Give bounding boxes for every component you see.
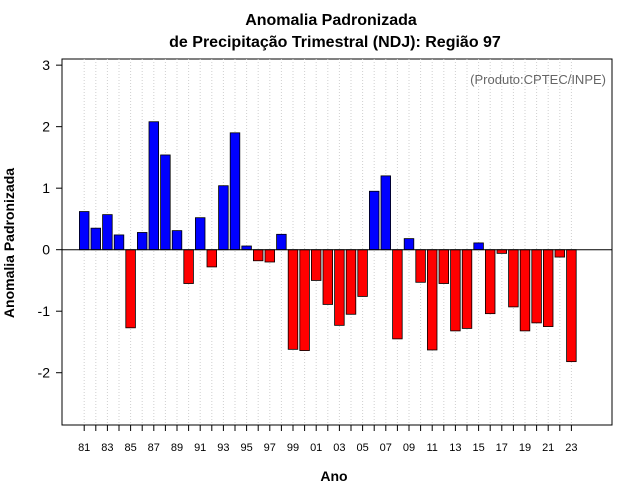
y-tick-label: 1 (42, 180, 50, 196)
chart-title: Anomalia Padronizada (245, 12, 417, 29)
x-tick-label: 83 (101, 442, 113, 454)
y-tick-label: -2 (38, 365, 51, 381)
x-tick-label: 19 (519, 442, 531, 454)
bar-2008 (392, 249, 403, 340)
bars (79, 121, 577, 363)
x-tick-label: 93 (217, 442, 229, 454)
bar-1985 (125, 249, 136, 329)
plot-area (61, 58, 613, 426)
bar-2009 (403, 238, 415, 251)
x-tick-label: 85 (124, 442, 136, 454)
bar-2002 (322, 249, 334, 305)
bar-2020 (531, 249, 542, 324)
bar-2021 (543, 249, 554, 327)
x-axis-title: Ano (320, 468, 347, 484)
x-tick-label: 81 (78, 442, 90, 454)
bar-1996 (252, 249, 264, 262)
bar-1992 (206, 249, 218, 268)
bar-1986 (136, 232, 148, 251)
bar-2018 (508, 249, 519, 308)
chart-subtitle: de Precipitação Trimestral (NDJ): Região… (169, 34, 501, 51)
bar-2005 (357, 249, 368, 297)
bar-1984 (113, 234, 125, 251)
x-tick-label: 21 (542, 442, 554, 454)
bar-2023 (566, 249, 577, 363)
x-tick-label: 89 (171, 442, 183, 454)
x-tick-label: 05 (356, 442, 368, 454)
bar-2016 (484, 249, 496, 315)
bar-2017 (496, 249, 508, 254)
bar-1988 (160, 154, 171, 251)
x-tick-label: 23 (565, 442, 577, 454)
bar-2003 (334, 249, 345, 326)
bar-2013 (450, 249, 461, 332)
x-tick-label: 13 (449, 442, 461, 454)
bar-2019 (519, 249, 531, 332)
bar-1999 (287, 249, 299, 350)
bar-1983 (102, 214, 113, 251)
x-axis: 81 83 85 87 89 91 93 95 97 99 01 03 05 07 09 11 13 15 17 19… (78, 425, 578, 454)
x-tick-label: 07 (380, 442, 392, 454)
bar-1991 (194, 217, 206, 251)
x-tick-label: 11 (426, 442, 437, 454)
bar-2011 (426, 249, 438, 351)
y-tick-label: 2 (42, 119, 50, 135)
bar-2000 (299, 249, 310, 351)
bar-1993 (218, 185, 229, 251)
source-annotation: (Produto:CPTEC/INPE) (470, 72, 606, 87)
bar-2022 (554, 249, 566, 258)
bar-2012 (438, 249, 450, 284)
x-tick-label: 09 (403, 442, 415, 454)
bar-1982 (90, 227, 102, 251)
y-tick-label: 3 (42, 57, 50, 73)
bar-1981 (79, 211, 90, 251)
bar-1989 (171, 230, 183, 251)
x-tick-label: 91 (194, 442, 206, 454)
bar-2010 (415, 249, 426, 283)
x-tick-label: 17 (496, 442, 508, 454)
bar-1995 (241, 245, 252, 251)
y-tick-label: -1 (38, 303, 51, 319)
bar-1998 (276, 233, 287, 251)
bar-1990 (183, 249, 194, 284)
x-tick-label: 15 (472, 442, 484, 454)
bar-2014 (461, 249, 473, 329)
y-axis: -2 -1 0 1 2 3 (38, 57, 62, 381)
bar-2006 (368, 190, 380, 251)
x-tick-label: 03 (333, 442, 345, 454)
y-axis-title: Anomalia Padronizada (1, 168, 17, 318)
x-tick-label: 95 (240, 442, 252, 454)
x-tick-label: 99 (287, 442, 299, 454)
x-tick-label: 01 (310, 442, 322, 454)
bar-2004 (345, 249, 357, 315)
bar-1997 (264, 249, 276, 263)
x-tick-label: 87 (148, 442, 160, 454)
x-tick-label: 97 (264, 442, 276, 454)
bar-2001 (310, 249, 322, 281)
bar-1987 (148, 121, 160, 251)
bar-2015 (473, 242, 484, 251)
bar-2007 (380, 175, 392, 251)
y-tick-label: 0 (42, 242, 50, 258)
bar-1994 (229, 132, 241, 251)
